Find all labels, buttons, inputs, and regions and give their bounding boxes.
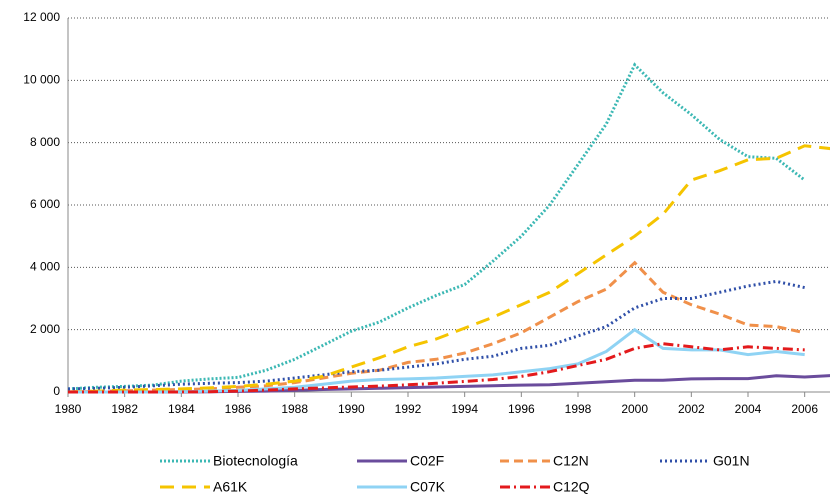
legend-label: C07K — [410, 479, 446, 495]
series-line — [67, 62, 806, 391]
x-tick-label: 2006 — [791, 402, 818, 416]
y-tick-label: 12 000 — [23, 10, 60, 24]
legend-label: C12N — [553, 453, 589, 469]
legend-label: Biotecnología — [213, 453, 298, 469]
x-tick-label: 1984 — [168, 402, 195, 416]
y-tick-label: 8 000 — [30, 135, 60, 149]
x-tick-label: 1996 — [508, 402, 535, 416]
series-line — [67, 279, 806, 391]
x-tick-label: 1980 — [55, 402, 82, 416]
x-tick-label: 1982 — [111, 402, 138, 416]
x-tick-label: 1986 — [225, 402, 252, 416]
x-tick-label: 1988 — [281, 402, 308, 416]
y-tick-label: 10 000 — [23, 73, 60, 87]
series-line — [67, 144, 830, 394]
x-tick-label: 2002 — [678, 402, 705, 416]
series-line — [67, 260, 806, 394]
legend-label: C02F — [410, 453, 444, 469]
y-tick-label: 6 000 — [30, 197, 60, 211]
x-tick-label: 2004 — [735, 402, 762, 416]
series-line — [68, 342, 805, 394]
x-tick-label: 1998 — [565, 402, 592, 416]
x-tick-label: 2000 — [621, 402, 648, 416]
legend-label: A61K — [213, 479, 248, 495]
y-tick-label: 0 — [53, 384, 60, 398]
legend-label: G01N — [713, 453, 750, 469]
y-tick-label: 2 000 — [30, 322, 60, 336]
x-tick-label: 1992 — [395, 402, 422, 416]
x-tick-label: 1990 — [338, 402, 365, 416]
y-tick-label: 4 000 — [30, 260, 60, 274]
x-tick-label: 1994 — [451, 402, 478, 416]
legend-label: C12Q — [553, 479, 590, 495]
